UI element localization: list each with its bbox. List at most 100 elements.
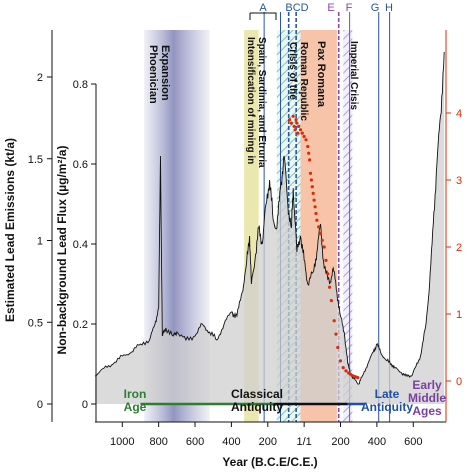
era-label: Ages xyxy=(412,404,442,418)
flux-tick-label: 0.2 xyxy=(73,319,88,331)
red-scatter-point xyxy=(300,131,304,135)
red-scatter-point xyxy=(329,299,333,303)
red-scatter-point xyxy=(317,225,321,229)
red-scatter-point xyxy=(294,118,298,122)
emissions-axis-title: Estimated Lead Emissions (kt/a) xyxy=(3,138,17,322)
emissions-tick-label: 1.5 xyxy=(28,154,43,166)
event-letter-bcd: BCD xyxy=(285,2,308,14)
era-label: Antiquity xyxy=(361,400,413,414)
flux-series-line xyxy=(94,51,445,385)
chart-labels: Year (B.C.E/C.E.) Estimated Lead Emission… xyxy=(3,2,446,469)
x-tick-label: 200 xyxy=(259,436,277,448)
flux-axis-title: Non-background Lead Flux (µg/m²/a) xyxy=(55,146,69,355)
era-label: Late xyxy=(375,387,400,401)
x-tick-label: 600 xyxy=(404,436,422,448)
event-letter-a: A xyxy=(259,2,267,14)
event-letter-f: F xyxy=(346,2,353,14)
red-scatter-point xyxy=(312,198,316,202)
right-tick-label: 4 xyxy=(456,108,462,120)
period-label: Intensification of mining in Spain, Sardi… xyxy=(245,37,267,168)
x-tick-label: 1000 xyxy=(110,436,134,448)
era-label: Iron xyxy=(124,387,147,401)
x-tick-label: 1/1 xyxy=(296,436,311,448)
red-scatter-point xyxy=(297,124,301,128)
period-label-line: Phoenician xyxy=(147,45,159,104)
period-label-line: Expansion xyxy=(159,45,171,101)
period-label: Pax Romana xyxy=(315,41,327,108)
era-label: Antiquity xyxy=(231,400,283,414)
red-scatter-point xyxy=(289,121,293,125)
red-scatter-point xyxy=(288,118,292,122)
flux-tick-label: 0.6 xyxy=(73,159,88,171)
red-scatter-point xyxy=(334,332,338,336)
period-label: Phoenician Expansion xyxy=(147,45,171,104)
red-scatter-point xyxy=(313,205,317,209)
flux-area-fill xyxy=(95,52,445,404)
red-scatter-series xyxy=(288,114,360,380)
red-scatter-point xyxy=(332,319,336,323)
era-label: Early xyxy=(412,378,442,392)
red-scatter-point xyxy=(296,131,300,135)
x-tick-label: 600 xyxy=(186,436,204,448)
red-scatter-point xyxy=(320,238,324,242)
emissions-tick-label: 0 xyxy=(37,399,43,411)
red-scatter-point xyxy=(295,121,299,125)
right-tick-label: 2 xyxy=(456,242,462,254)
red-scatter-point xyxy=(322,245,326,249)
era-label: Age xyxy=(124,400,147,414)
red-scatter-point xyxy=(338,359,343,363)
event-letter-e: E xyxy=(327,2,334,14)
period-label-line: Crisis of the xyxy=(287,42,298,100)
x-tick-label: 800 xyxy=(149,436,167,448)
event-letter-h: H xyxy=(385,2,393,14)
emissions-tick-label: 0.5 xyxy=(28,317,43,329)
flux-area xyxy=(94,51,445,404)
red-scatter-point xyxy=(308,158,312,162)
right-tick-label: 0 xyxy=(456,376,462,388)
right-tick-label: 3 xyxy=(456,175,462,187)
flux-tick-label: 0.4 xyxy=(73,239,88,251)
emissions-tick-label: 1 xyxy=(37,236,43,248)
era-label: Classical xyxy=(231,387,283,401)
flux-tick-label: 0 xyxy=(82,399,88,411)
red-scatter-point xyxy=(308,171,313,175)
era-label: Middle xyxy=(408,391,446,405)
red-scatter-point xyxy=(326,272,330,276)
red-scatter-point xyxy=(304,138,308,142)
red-scatter-point xyxy=(309,178,313,182)
x-tick-label: 200 xyxy=(331,436,349,448)
emissions-tick-label: 2 xyxy=(37,72,43,84)
period-label-line: Imperial Crisis xyxy=(348,41,359,110)
right-tick-label: 1 xyxy=(456,309,462,321)
red-scatter-point xyxy=(344,369,348,373)
period-label: Crisis of the Roman Republic xyxy=(287,42,309,121)
period-label-line: Pax Romana xyxy=(315,41,327,108)
x-axis-title: Year (B.C.E/C.E.) xyxy=(222,455,317,469)
red-scatter-point xyxy=(341,366,345,370)
red-scatter-point xyxy=(306,144,310,149)
event-letter-g: G xyxy=(371,2,380,14)
red-scatter-point xyxy=(356,376,360,380)
red-scatter-point xyxy=(315,218,319,222)
period-label: Imperial Crisis xyxy=(348,41,359,110)
red-scatter-point xyxy=(291,114,295,118)
red-scatter-point xyxy=(292,124,296,128)
red-scatter-point xyxy=(307,151,311,155)
red-scatter-point xyxy=(336,345,340,350)
red-scatter-point xyxy=(318,232,323,236)
red-scatter-point xyxy=(314,211,318,216)
axes: 1000 800 600 400 200 1/1 200 400 60000.20.40.60.… xyxy=(28,30,462,448)
period-label-line: Spain, Sardinia, and Etruria xyxy=(256,37,267,168)
red-scatter-point xyxy=(311,191,315,195)
period-label-line: Intensification of mining in xyxy=(245,37,256,164)
x-tick-label: 400 xyxy=(368,436,386,448)
red-scatter-point xyxy=(293,128,297,132)
red-scatter-point xyxy=(310,185,314,189)
x-tick-label: 400 xyxy=(222,436,240,448)
red-scatter-point xyxy=(298,128,303,132)
period-label-line: Roman Republic xyxy=(298,42,309,121)
flux-tick-label: 0.8 xyxy=(73,79,88,91)
red-scatter-point xyxy=(324,258,328,262)
bracket-a xyxy=(249,12,277,20)
